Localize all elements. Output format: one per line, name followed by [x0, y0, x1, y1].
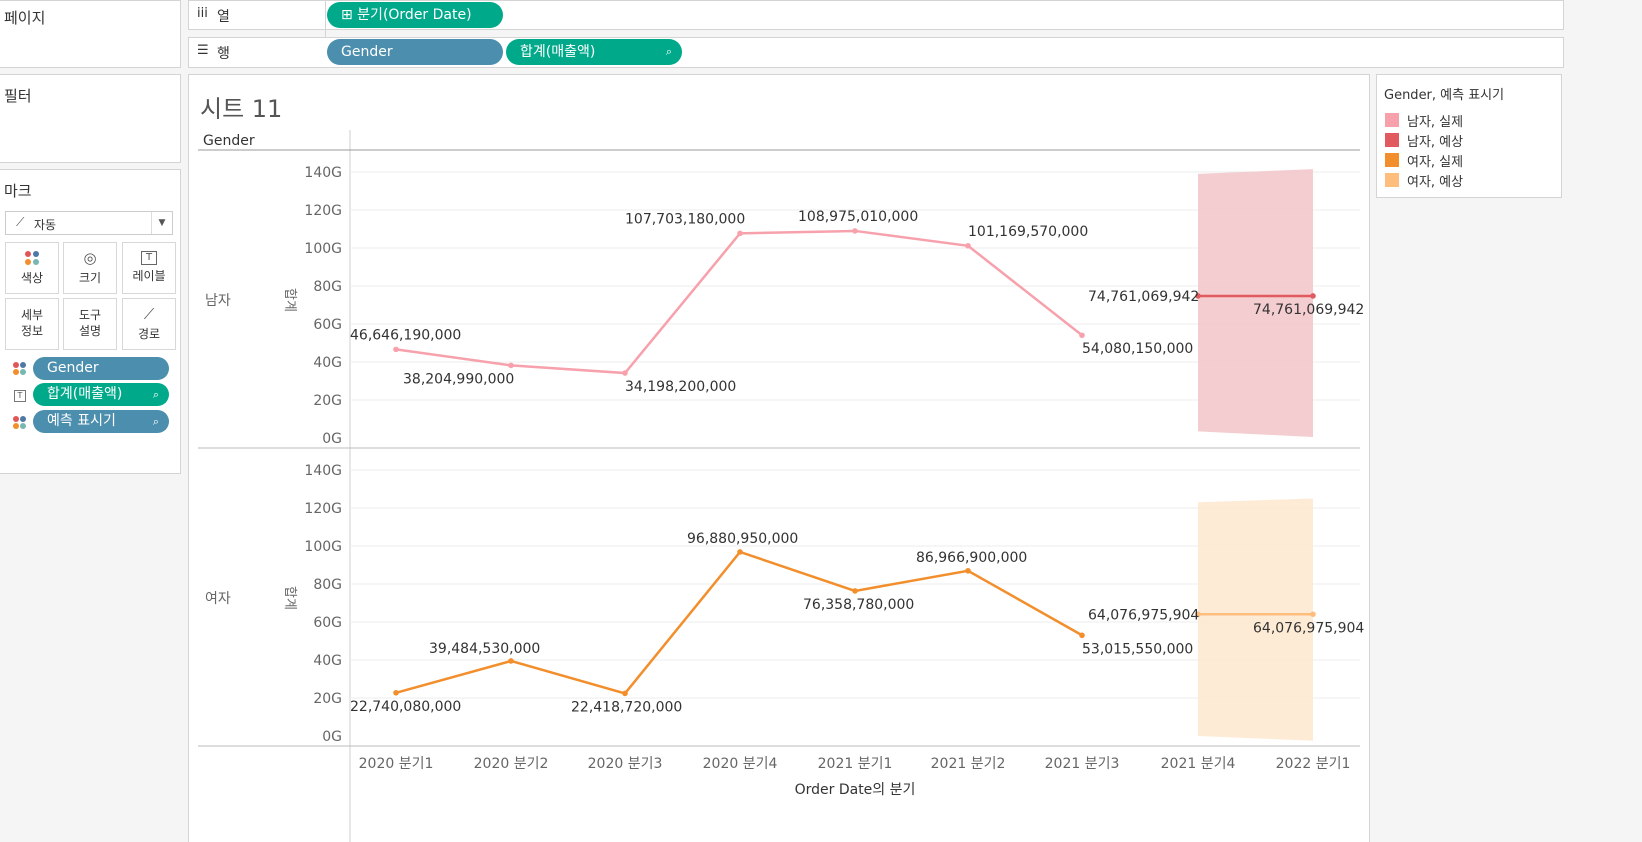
rows-pill-sum-sales-label: 합계(매출액) — [520, 44, 596, 60]
trend-icon: ⌕ — [152, 388, 159, 401]
marks-pill-forecast-label: 예측 표시기 — [47, 413, 116, 429]
filters-label: 필터 — [4, 87, 32, 105]
columns-pill-quarter[interactable]: ⊞ 분기(Order Date) — [327, 2, 503, 28]
legend-label: 여자, 예상 — [1407, 175, 1464, 190]
legend-swatch — [1385, 153, 1399, 167]
color-icon — [12, 360, 28, 376]
color-button[interactable]: 색상 — [5, 242, 59, 294]
sheet-title: 시트 11 — [200, 95, 283, 123]
marks-forecast-row — [12, 410, 172, 434]
filters-shelf[interactable]: 필터 — [0, 74, 181, 163]
chevron-down-icon: ▼ — [151, 212, 172, 234]
legend-swatch — [1385, 173, 1399, 187]
pages-shelf[interactable]: 페이지 — [0, 0, 181, 68]
path-icon: ⟋ — [143, 305, 155, 323]
legend-label: 남자, 예상 — [1407, 135, 1464, 150]
detail-button[interactable]: 세부 정보 — [5, 298, 59, 350]
size-icon: ◎ — [83, 249, 97, 267]
columns-label: 열 — [217, 9, 230, 25]
columns-icon: iii — [197, 6, 208, 21]
path-label: 경로 — [137, 327, 161, 341]
marks-pill-gender[interactable]: Gender — [33, 357, 169, 380]
legend-swatch — [1385, 113, 1399, 127]
legend-title: Gender, 예측 표시기 — [1384, 88, 1505, 103]
pages-label: 페이지 — [4, 9, 46, 27]
legend-swatch — [1385, 133, 1399, 147]
marks-pill-sum-sales-label: 합계(매출액) — [47, 386, 123, 402]
rows-icon: ☰ — [197, 43, 209, 58]
tooltip-label: 도구 설명 — [78, 308, 102, 338]
marks-gender-row — [12, 356, 172, 380]
legend-label: 남자, 실제 — [1407, 115, 1464, 130]
legend-label: 여자, 실제 — [1407, 155, 1464, 170]
mark-type-label: 자동 — [34, 218, 57, 232]
line-mark-icon: ⟋ — [16, 215, 25, 229]
marks-card: 마크 ⟋ 자동 ▼ 색상 ◎ 크기 T 레이블 세부 정보 도구 설명 ⟋ 경로 G… — [0, 169, 181, 474]
rows-pill-sum-sales[interactable]: 합계(매출액) ⌕ — [506, 39, 682, 65]
trend-icon: ⌕ — [665, 45, 672, 58]
size-label: 크기 — [78, 271, 102, 285]
label-icon: T — [14, 390, 26, 402]
mark-type-dropdown[interactable]: ⟋ 자동 ▼ — [5, 211, 173, 235]
marks-pill-sum-sales[interactable]: 합계(매출액) ⌕ — [33, 383, 169, 406]
worksheet: 시트 11 — [188, 74, 1370, 842]
rows-pill-gender[interactable]: Gender — [327, 39, 503, 65]
detail-label: 세부 정보 — [20, 308, 44, 338]
marks-pill-forecast[interactable]: 예측 표시기 ⌕ — [33, 410, 169, 433]
marks-title: 마크 — [4, 182, 32, 200]
tooltip-button[interactable]: 도구 설명 — [63, 298, 117, 350]
path-button[interactable]: ⟋ 경로 — [122, 298, 176, 350]
marks-sales-row: T — [12, 383, 172, 407]
label-icon: T — [141, 251, 157, 265]
color-label: 색상 — [20, 271, 44, 285]
label-label: 레이블 — [132, 269, 166, 283]
trend-icon: ⌕ — [152, 415, 159, 428]
color-icon — [12, 414, 28, 430]
color-icon — [23, 249, 41, 267]
size-button[interactable]: ◎ 크기 — [63, 242, 117, 294]
label-button[interactable]: T 레이블 — [122, 242, 176, 294]
rows-label: 행 — [217, 46, 230, 62]
legend: Gender, 예측 표시기 남자, 실제 남자, 예상 여자, 실제 여자, … — [1376, 74, 1562, 198]
